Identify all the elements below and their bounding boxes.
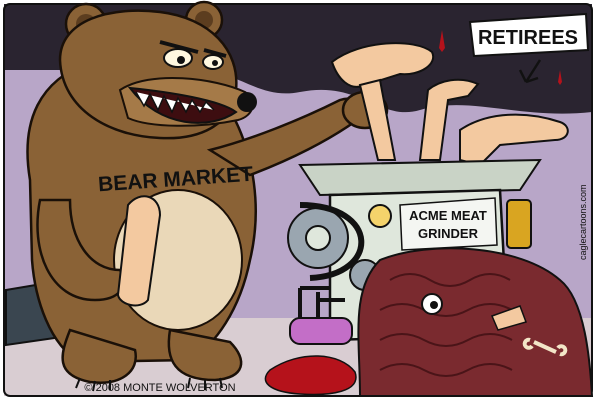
retirees-sign: RETIREES xyxy=(468,12,590,84)
grinder-label-line2: GRINDER xyxy=(418,226,479,241)
side-credit-text: caglecartoons.com xyxy=(578,184,588,260)
blood-puddle xyxy=(264,30,562,396)
sign-text: RETIREES xyxy=(478,27,578,49)
grinder-label-line1: ACME MEAT xyxy=(409,208,487,223)
ground-meat xyxy=(357,247,594,397)
credit-text: © 2008 MONTE WOLVERTON xyxy=(84,382,235,394)
bear: BEAR MARKET xyxy=(26,0,389,392)
retirees xyxy=(330,42,569,167)
